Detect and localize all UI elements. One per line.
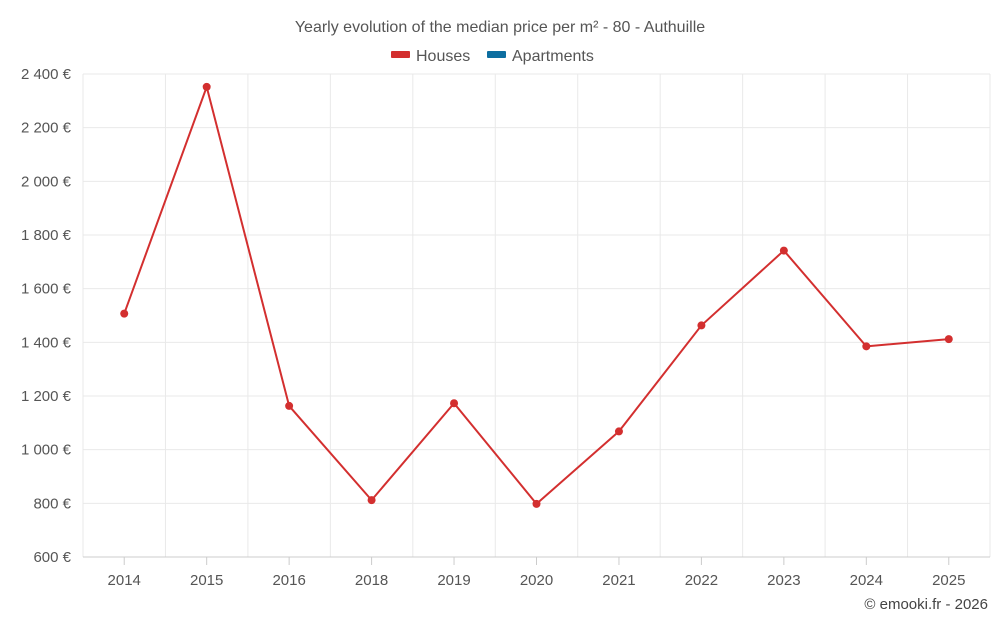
data-point-houses[interactable] [779,246,788,255]
data-point-houses[interactable] [202,82,211,91]
data-point-houses[interactable] [944,335,953,344]
y-tick-label: 1 800 € [21,227,72,244]
series [120,82,953,508]
x-tick-label: 2025 [932,572,965,589]
grid [82,73,991,557]
y-axis-ticks: 600 € 800 € 1 000 € 1 200 € 1 400 € 1 600 € 1 … [21,66,72,566]
data-point-houses[interactable] [367,496,376,505]
x-tick-label: 2014 [108,572,141,589]
data-point-houses[interactable] [450,399,459,408]
credit-text: © emooki.fr - 2026 [864,596,988,613]
x-tick-label: 2018 [355,572,388,589]
y-tick-label: 600 € [33,549,71,566]
data-point-houses[interactable] [862,342,871,351]
x-tick-label: 2015 [190,572,223,589]
x-tick-label: 2016 [272,572,305,589]
data-point-houses[interactable] [285,401,294,410]
x-tick-label: 2022 [685,572,718,589]
legend-swatch-houses [391,51,410,58]
y-tick-label: 1 600 € [21,281,72,298]
x-tick-label: 2021 [602,572,635,589]
x-tick-label: 2019 [437,572,470,589]
y-tick-label: 2 400 € [21,66,72,83]
data-point-houses[interactable] [614,427,623,436]
data-point-houses[interactable] [532,499,541,508]
y-tick-label: 800 € [33,495,71,512]
y-tick-label: 1 000 € [21,442,72,459]
x-tick-label: 2020 [520,572,553,589]
y-tick-label: 2 200 € [21,120,72,137]
legend-swatch-apartments [487,51,506,58]
x-tick-label: 2023 [767,572,800,589]
data-point-houses[interactable] [120,309,129,318]
legend: Houses Apartments [391,48,594,65]
x-tick-label: 2024 [850,572,883,589]
x-axis-ticks: 2014 2015 2016 2018 2019 2020 2021 2022 2023 2024… [108,572,966,589]
axes [83,556,990,565]
y-tick-label: 2 000 € [21,173,72,190]
y-tick-label: 1 200 € [21,388,72,405]
legend-label-houses: Houses [416,48,470,65]
data-point-houses[interactable] [697,321,706,330]
y-tick-label: 1 400 € [21,334,72,351]
legend-item-houses[interactable]: Houses [391,48,470,65]
chart-title: Yearly evolution of the median price per… [295,19,705,36]
legend-label-apartments: Apartments [512,48,594,65]
legend-item-apartments[interactable]: Apartments [487,48,594,65]
